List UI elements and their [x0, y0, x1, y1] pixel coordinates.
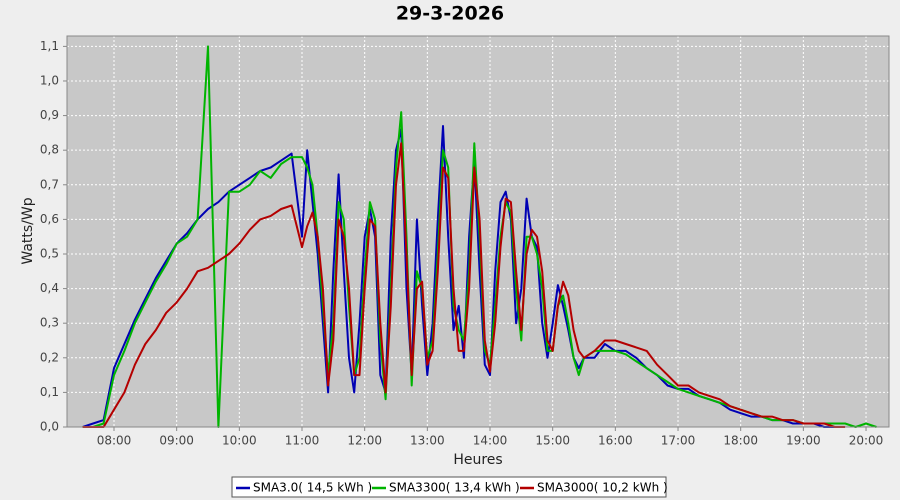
x-tick-label: 11:00 [285, 434, 320, 448]
x-tick-label: 19:00 [786, 434, 821, 448]
x-tick-label: 12:00 [347, 434, 382, 448]
y-tick-label: 0,0 [40, 420, 59, 434]
series-line [82, 45, 877, 428]
x-tick-label: 15:00 [535, 434, 570, 448]
x-tick-label: 09:00 [159, 434, 194, 448]
x-axis-label: Heures [453, 452, 502, 468]
y-tick-label: 1,1 [40, 39, 59, 53]
legend-box [231, 476, 667, 498]
x-tick-label: 14:00 [473, 434, 508, 448]
plot-border [66, 35, 890, 428]
series-line [82, 142, 846, 428]
y-tick-label: 0,3 [40, 316, 59, 330]
legend-label: SMA3000( 10,2 kWh ) [537, 481, 668, 495]
series-line [82, 125, 835, 428]
chart-title: 29-3-2026 [396, 3, 504, 25]
legend-label: SMA3.0( 14,5 kWh ) [253, 481, 372, 495]
y-axis-label: Watts/Wp [20, 197, 36, 264]
y-tick-label: 0,8 [40, 143, 59, 157]
x-tick-label: 13:00 [410, 434, 445, 448]
y-tick-label: 0,1 [40, 385, 59, 399]
legend-label: SMA3300( 13,4 kWh ) [389, 481, 520, 495]
x-tick-label: 08:00 [97, 434, 132, 448]
x-tick-label: 17:00 [661, 434, 696, 448]
x-tick-label: 16:00 [598, 434, 633, 448]
y-tick-label: 0,4 [40, 281, 59, 295]
y-tick-label: 0,6 [40, 212, 59, 226]
y-tick-label: 0,7 [40, 177, 59, 191]
y-tick-label: 0,2 [40, 350, 59, 364]
x-tick-label: 10:00 [222, 434, 257, 448]
x-tick-label: 18:00 [723, 434, 758, 448]
y-tick-label: 0,5 [40, 246, 59, 260]
y-tick-label: 1,0 [40, 73, 59, 87]
x-tick-label: 20:00 [849, 434, 884, 448]
y-tick-label: 0,9 [40, 108, 59, 122]
